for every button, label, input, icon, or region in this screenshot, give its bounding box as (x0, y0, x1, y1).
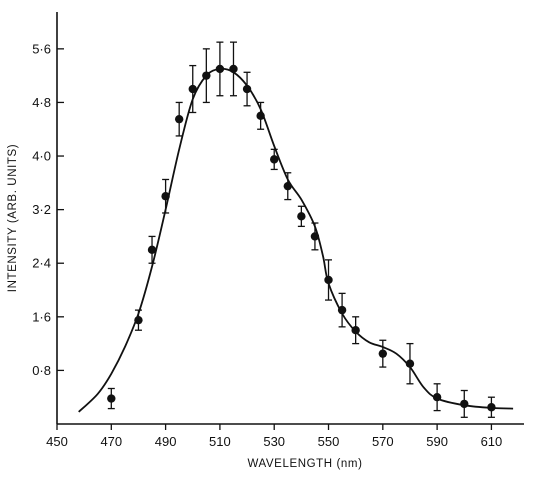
marker (310, 232, 320, 241)
data-point-525 (256, 101, 265, 130)
data-point-530 (270, 148, 279, 171)
data-point-505 (202, 48, 211, 104)
data-point-515 (229, 41, 238, 97)
data-point-560 (351, 316, 360, 345)
marker (351, 326, 360, 335)
x-tick-label-490: 490 (155, 434, 177, 449)
marker (174, 114, 184, 124)
marker (432, 393, 442, 402)
marker (460, 399, 469, 409)
data-point-470 (107, 387, 116, 410)
data-point-520 (242, 71, 252, 107)
data-point-610 (487, 396, 496, 418)
data-point-485 (147, 235, 157, 264)
data-point-490 (161, 178, 170, 214)
marker (487, 403, 496, 412)
marker (134, 315, 143, 325)
marker (378, 349, 388, 358)
x-tick-label-450: 450 (46, 434, 68, 449)
marker (229, 64, 238, 74)
data-point-550 (324, 259, 333, 301)
x-tick-label-470: 470 (100, 434, 122, 449)
data-point-495 (174, 101, 184, 137)
data-point-570 (378, 339, 388, 368)
marker (256, 111, 265, 121)
marker (147, 245, 157, 255)
marker (297, 212, 306, 221)
fitted-curve-layer (78, 67, 514, 413)
marker (405, 359, 415, 368)
x-axis-label: WAVELENGTH (nm) (247, 458, 362, 470)
data-point-555 (337, 292, 347, 328)
x-tick-label-570: 570 (372, 434, 394, 449)
axes (56, 12, 524, 425)
x-tick-label-510: 510 (209, 434, 231, 449)
marker (188, 84, 197, 94)
y-tick-label-0: 0·8 (32, 363, 51, 378)
marker (161, 192, 170, 201)
x-tick-label-590: 590 (426, 434, 448, 449)
data-point-545 (310, 222, 320, 251)
marker (337, 305, 347, 315)
data-point-500 (188, 64, 197, 114)
data-point-480 (134, 309, 143, 331)
y-tick-label-5: 4·8 (32, 95, 51, 110)
data-point-510 (215, 41, 225, 97)
y-tick-label-3: 3·2 (32, 202, 51, 217)
fitted-curve (78, 67, 514, 413)
y-tick-label-4: 4·0 (32, 149, 51, 164)
marker (270, 155, 279, 164)
data-point-580 (405, 342, 415, 385)
y-tick-label-2: 2·4 (32, 256, 51, 271)
y-tick-label-1: 1·6 (32, 309, 51, 324)
marker (215, 64, 225, 74)
x-tick-label-610: 610 (481, 434, 503, 449)
marker (283, 181, 292, 191)
x-tick-label-550: 550 (318, 434, 340, 449)
data-point-590 (432, 383, 442, 412)
marker (324, 275, 333, 285)
data-point-540 (297, 205, 306, 228)
data-point-535 (283, 172, 292, 201)
y-ticks: 0·8 1·6 2·4 3·2 4·0 4·8 5·6 (32, 41, 64, 378)
marker (202, 71, 211, 80)
marker (107, 394, 116, 403)
x-ticks: 450 470 490 510 530 550 570 590 610 (46, 424, 502, 449)
x-tick-label-530: 530 (263, 434, 285, 449)
marker (242, 84, 252, 94)
data-point-600 (460, 389, 469, 418)
y-tick-label-6: 5·6 (32, 41, 51, 56)
data-points-layer (107, 41, 496, 418)
y-axis-label: INTENSITY (ARB. UNITS) (7, 144, 19, 292)
